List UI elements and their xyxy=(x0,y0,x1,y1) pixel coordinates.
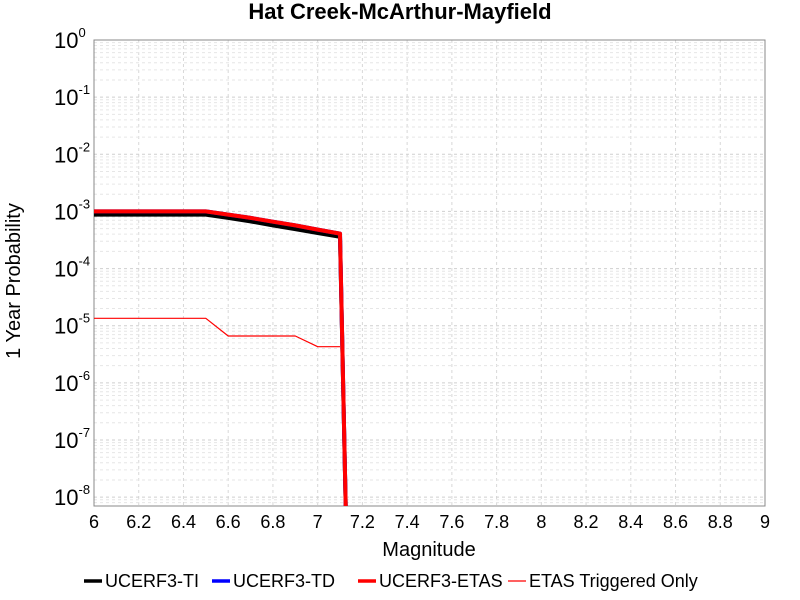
y-axis-label: 1 Year Probability xyxy=(3,203,25,359)
chart-title: Hat Creek-McArthur-Mayfield xyxy=(248,0,551,24)
y-tick-exponent: -8 xyxy=(78,482,90,497)
legend-label: UCERF3-TD xyxy=(233,571,335,591)
x-tick-label: 7.8 xyxy=(484,512,509,532)
x-tick-label: 8.4 xyxy=(618,512,643,532)
x-tick-label: 8.8 xyxy=(708,512,733,532)
x-tick-label: 8.2 xyxy=(574,512,599,532)
y-tick-base: 10 xyxy=(54,485,78,510)
x-tick-label: 6.2 xyxy=(126,512,151,532)
series-line-etas-triggered-only xyxy=(94,317,340,348)
x-tick-label: 7.4 xyxy=(395,512,420,532)
y-tick-base: 10 xyxy=(54,314,78,339)
x-tick-label: 8.6 xyxy=(663,512,688,532)
y-tick-exponent: 0 xyxy=(78,25,85,40)
x-tick-label: 6.4 xyxy=(171,512,196,532)
x-axis-ticks: 6 6.2 6.4 6.6 6.8 7 7.2 7.4 7.6 7.8 8 8.2 8.4 8.6 8.8 9 xyxy=(89,512,770,532)
x-tick-label: 7 xyxy=(313,512,323,532)
y-tick-label: 10-3 xyxy=(54,196,90,224)
x-tick-label: 6 xyxy=(89,512,99,532)
y-tick-base: 10 xyxy=(54,257,78,282)
legend: UCERF3-TI UCERF3-TD UCERF3-ETAS ETAS Trigge… xyxy=(84,571,698,591)
y-tick-exponent: -5 xyxy=(78,311,90,326)
x-tick-label: 7.2 xyxy=(350,512,375,532)
y-tick-base: 10 xyxy=(54,142,78,167)
y-tick-base: 10 xyxy=(54,85,78,110)
y-tick-base: 10 xyxy=(54,199,78,224)
y-tick-exponent: -7 xyxy=(78,425,90,440)
y-tick-label: 10-2 xyxy=(54,139,90,167)
legend-label: ETAS Triggered Only xyxy=(529,571,698,591)
y-tick-base: 10 xyxy=(54,28,78,53)
x-tick-label: 8 xyxy=(536,512,546,532)
y-tick-exponent: -3 xyxy=(78,196,90,211)
x-tick-label: 9 xyxy=(760,512,770,532)
series-layer xyxy=(94,209,348,506)
x-tick-label: 6.6 xyxy=(216,512,241,532)
legend-label: UCERF3-TI xyxy=(105,571,199,591)
y-tick-exponent: -4 xyxy=(78,254,90,269)
legend-label: UCERF3-ETAS xyxy=(379,571,503,591)
y-tick-exponent: -1 xyxy=(78,82,90,97)
y-tick-label: 10-4 xyxy=(54,254,90,282)
x-tick-label: 6.8 xyxy=(260,512,285,532)
series-line-ucerf3-ti xyxy=(94,212,348,506)
plot-area xyxy=(93,39,766,507)
y-tick-label: 10-5 xyxy=(54,311,90,339)
y-tick-base: 10 xyxy=(54,371,78,396)
y-tick-label: 10-6 xyxy=(54,368,90,396)
x-axis-label: Magnitude xyxy=(382,539,475,561)
y-tick-exponent: -2 xyxy=(78,139,90,154)
x-tick-label: 7.6 xyxy=(439,512,464,532)
grid xyxy=(93,39,766,507)
y-tick-label: 10-1 xyxy=(54,82,90,110)
y-tick-base: 10 xyxy=(54,428,78,453)
y-tick-label: 10-7 xyxy=(54,425,90,453)
y-tick-exponent: -6 xyxy=(78,368,90,383)
series-line-ucerf3-etas xyxy=(94,209,348,506)
y-tick-label: 10-8 xyxy=(54,482,90,510)
y-tick-label: 100 xyxy=(54,25,86,53)
